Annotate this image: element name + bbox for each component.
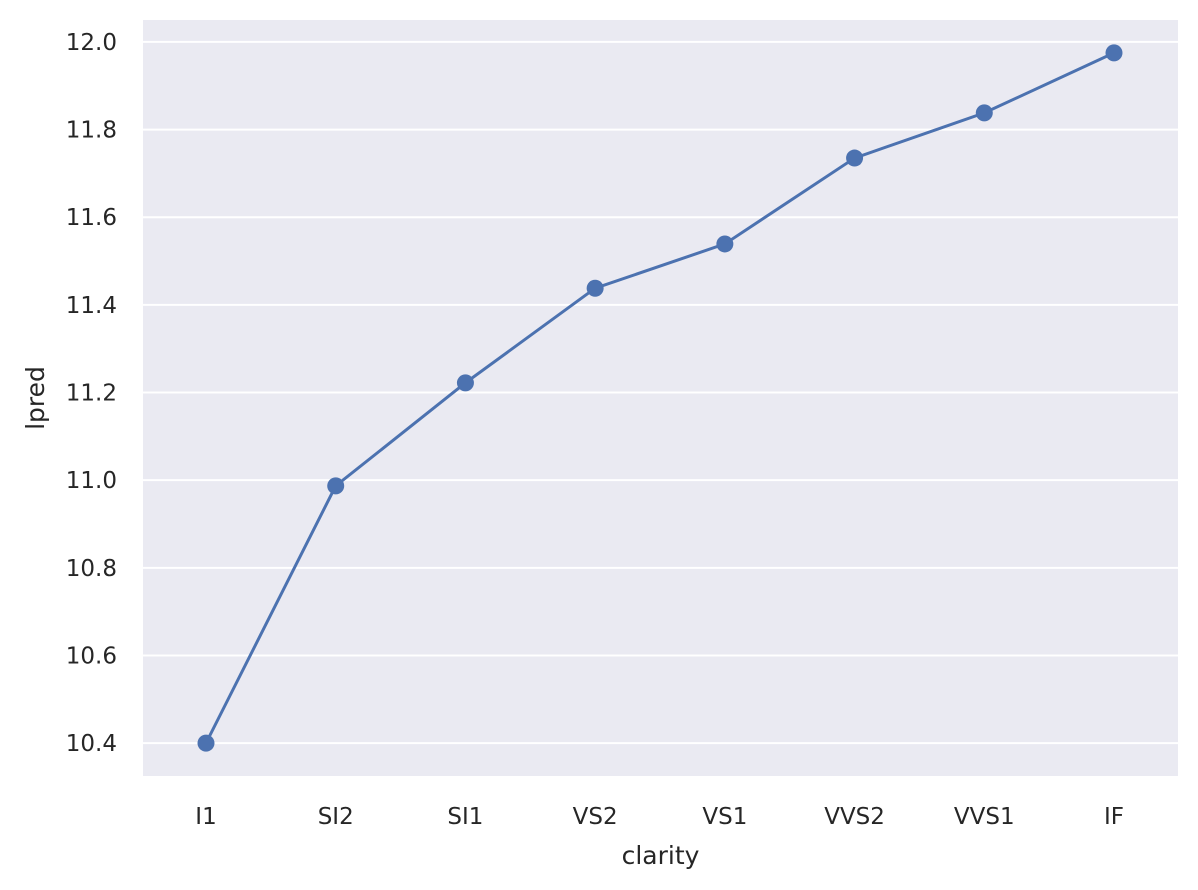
x-tick-label: VVS1	[954, 804, 1015, 830]
y-tick-label: 11.4	[66, 293, 117, 319]
y-tick-label: 11.6	[66, 205, 117, 231]
x-tick-label: VVS2	[824, 804, 885, 830]
x-tick-label: IF	[1104, 804, 1124, 830]
data-point	[1105, 44, 1123, 62]
data-point	[716, 235, 734, 253]
x-tick-labels: I1 SI2 SI1 VS2 VS1 VVS2 VVS1 IF	[195, 804, 1124, 830]
data-point	[456, 374, 474, 392]
y-tick-label: 11.8	[66, 118, 117, 144]
series-layer	[197, 44, 1123, 752]
x-tick-label: VS2	[573, 804, 618, 830]
data-point	[586, 279, 604, 297]
data-point	[197, 734, 215, 752]
series-line	[204, 51, 1115, 744]
data-point	[327, 477, 345, 495]
y-axis-label: lpred	[21, 366, 50, 430]
data-point	[846, 149, 864, 167]
x-tick-label: SI2	[318, 804, 354, 830]
x-tick-label: I1	[195, 804, 216, 830]
y-tick-label: 10.6	[66, 643, 117, 669]
x-tick-label: SI1	[447, 804, 483, 830]
y-tick-label: 11.2	[66, 381, 117, 407]
y-tick-labels: 10.4 10.6 10.8 11.0 11.2 11.4 11.6 11.8 12.0	[66, 30, 117, 757]
x-axis-label: clarity	[622, 841, 700, 870]
grid-lines	[143, 40, 1178, 745]
y-tick-label: 12.0	[66, 30, 117, 56]
data-point	[975, 104, 993, 122]
y-tick-label: 10.8	[66, 556, 117, 582]
x-tick-label: VS1	[702, 804, 747, 830]
y-tick-label: 10.4	[66, 731, 117, 757]
plot-area	[143, 20, 1178, 776]
y-tick-label: 11.0	[66, 468, 117, 494]
